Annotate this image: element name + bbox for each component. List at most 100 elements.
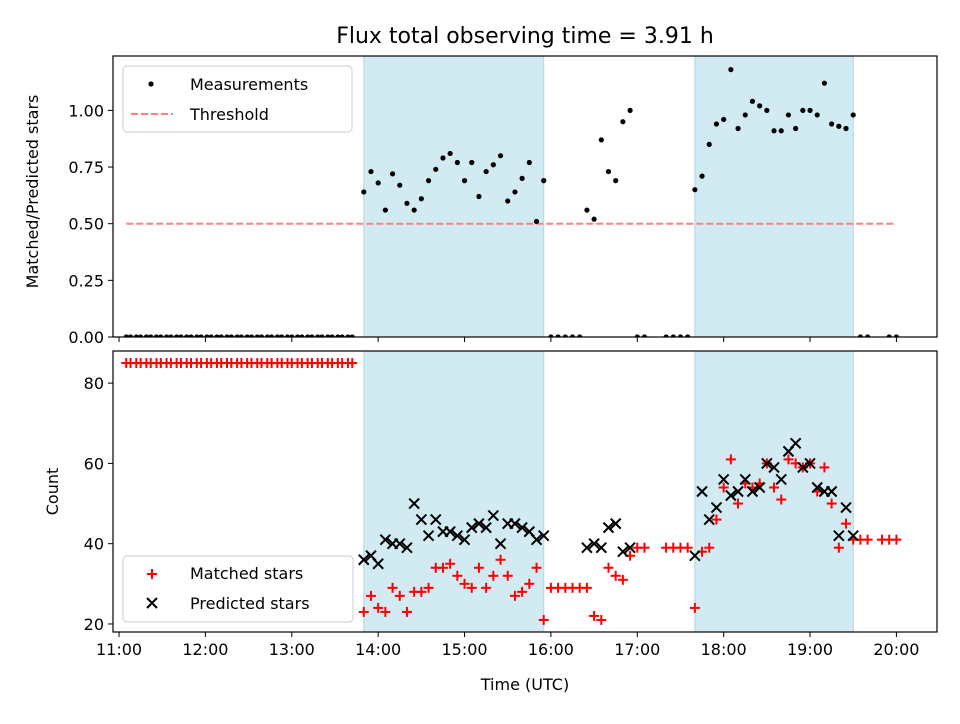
measurement-point <box>258 334 265 337</box>
x-marker-b <box>609 517 622 530</box>
x-marker-b <box>703 513 715 526</box>
x-marker-b <box>401 541 413 554</box>
observing-window-shade <box>363 351 544 632</box>
legend-box <box>122 65 353 133</box>
measurement-point <box>469 159 475 166</box>
measurement-point <box>677 334 684 337</box>
measurement-point <box>143 334 149 337</box>
predicted-star-point <box>609 517 622 530</box>
x-marker-b <box>732 485 744 498</box>
measurement-point <box>382 207 388 213</box>
matched-star-point <box>394 590 405 601</box>
measurement-point <box>234 334 240 337</box>
measurement-point <box>148 334 154 337</box>
measurement-point <box>368 168 374 175</box>
matched-star-point <box>380 606 391 617</box>
x-marker-b <box>394 537 406 550</box>
legend-label: Predicted stars <box>190 594 310 613</box>
predicted-star-point <box>833 529 845 542</box>
predicted-star-point <box>703 513 715 526</box>
matched-star-point <box>416 586 427 597</box>
x-marker-b <box>833 529 845 542</box>
predicted-star-point <box>797 461 809 474</box>
predicted-star-point <box>588 537 600 550</box>
measurement-point <box>483 168 489 175</box>
measurement-point <box>274 334 280 337</box>
x-marker-b <box>415 513 428 526</box>
measurement-point <box>548 334 554 337</box>
legend: Measurements Threshold <box>122 65 353 133</box>
predicted-star-point <box>710 501 723 514</box>
x-marker-b <box>789 437 802 450</box>
measurement-point <box>425 178 432 184</box>
measurement-point <box>598 137 604 143</box>
x-marker-b <box>466 521 478 534</box>
predicted-star-point <box>451 529 464 542</box>
matched-star-point <box>725 454 736 465</box>
measurement-point <box>512 189 518 195</box>
x-marker-b <box>430 513 442 526</box>
legend-predicted-marker <box>146 597 158 609</box>
measurement-point <box>335 334 341 337</box>
measurement-point <box>198 334 204 337</box>
measurement-point <box>461 178 468 184</box>
x-marker-b <box>725 489 737 502</box>
matched-star-point <box>466 582 477 593</box>
x-marker-b <box>365 550 377 562</box>
measurement-point <box>569 334 576 337</box>
x-marker-b <box>588 537 600 550</box>
predicted-star-point <box>689 550 701 562</box>
measurement-point <box>836 123 842 129</box>
x-marker-b <box>494 537 507 550</box>
y-tick-label: 0.75 <box>68 158 104 177</box>
measurement-point <box>778 128 784 134</box>
measurement-point <box>591 216 597 222</box>
measurement-point <box>309 334 315 337</box>
x-tick-label: 14:00 <box>355 640 401 659</box>
measurement-point <box>389 171 396 177</box>
predicted-star-point <box>516 521 528 534</box>
measurement-point <box>248 334 255 337</box>
measurement-point <box>184 334 190 337</box>
y-tick-label: 0.25 <box>68 271 104 290</box>
x-tick-label: 11:00 <box>96 640 142 659</box>
matched-star-point <box>733 498 744 509</box>
x-marker-b <box>444 525 456 538</box>
x-tick-label: 19:00 <box>787 640 833 659</box>
measurement-point <box>174 334 180 337</box>
measurement-point <box>433 166 439 172</box>
measurement-point <box>821 80 828 86</box>
predicted-star-point <box>415 513 428 526</box>
axes-frame <box>112 350 938 633</box>
measurement-point <box>497 153 504 159</box>
x-marker-b <box>746 485 759 498</box>
x-marker-b <box>797 461 809 474</box>
measurement-point <box>133 334 139 337</box>
measurement-point <box>294 334 301 337</box>
matched-star-point <box>833 542 844 553</box>
measurement-point <box>279 334 285 337</box>
matched-star-point <box>862 534 873 545</box>
measurement-point <box>728 66 734 73</box>
x-marker-b <box>581 541 593 554</box>
y-tick-label: 80 <box>84 374 104 393</box>
measurement-point <box>440 155 446 161</box>
predicted-star-point <box>775 473 787 486</box>
matched-star-point <box>891 534 902 545</box>
legend-label: Matched stars <box>190 564 303 583</box>
matched-star-point <box>589 610 600 621</box>
observing-window-shade <box>363 56 544 337</box>
matched-star-point <box>783 454 794 465</box>
measurement-point <box>584 207 590 213</box>
predicted-star-point <box>624 541 636 554</box>
measurement-point <box>764 107 770 113</box>
predicted-star-point <box>430 513 442 526</box>
predicted-star-point <box>746 485 759 498</box>
predicted-star-point <box>487 509 500 522</box>
matched-star-point <box>819 462 830 473</box>
predicted-star-point <box>422 529 435 542</box>
predicted-star-point <box>725 489 737 502</box>
y-tick-label: 1.00 <box>68 101 104 120</box>
matched-star-point <box>769 482 780 493</box>
